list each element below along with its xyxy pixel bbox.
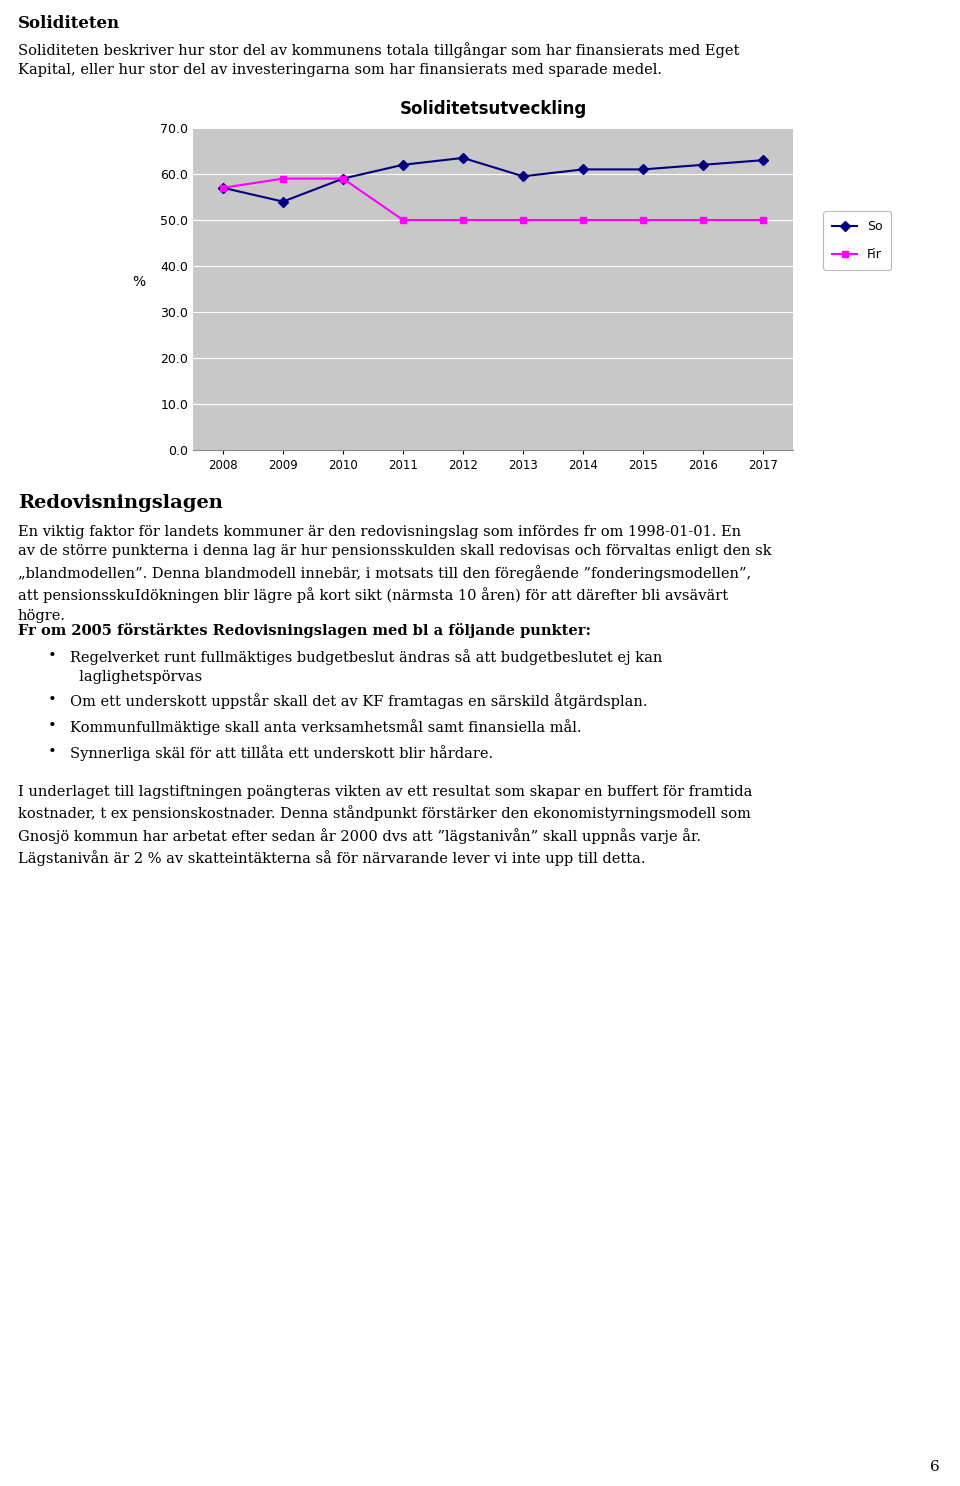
Text: •: • [48,692,57,707]
Text: •: • [48,719,57,733]
Text: Kommunfullmäktige skall anta verksamhetsmål samt finansiella mål.: Kommunfullmäktige skall anta verksamhets… [70,719,582,736]
Text: •: • [48,649,57,663]
Text: Regelverket runt fullmäktiges budgetbeslut ändras så att budgetbeslutet ej kan
 : Regelverket runt fullmäktiges budgetbesl… [70,649,662,685]
Title: Soliditetsutveckling: Soliditetsutveckling [399,100,587,117]
Y-axis label: %: % [132,275,146,288]
Text: I underlaget till lagstiftningen poängteras vikten av ett resultat som skapar en: I underlaget till lagstiftningen poängte… [18,785,753,866]
Legend: So, Fir: So, Fir [824,211,892,270]
Text: Synnerliga skäl för att tillåta ett underskott blir hårdare.: Synnerliga skäl för att tillåta ett unde… [70,744,493,761]
Text: Om ett underskott uppstår skall det av KF framtagas en särskild åtgärdsplan.: Om ett underskott uppstår skall det av K… [70,692,648,709]
Text: Fr om 2005 förstärktes Redovisningslagen med bl a följande punkter:: Fr om 2005 förstärktes Redovisningslagen… [18,624,591,639]
Text: En viktig faktor för landets kommuner är den redovisningslag som infördes fr om : En viktig faktor för landets kommuner är… [18,525,772,623]
Text: 6: 6 [930,1461,940,1474]
Text: Soliditeten beskriver hur stor del av kommunens totala tillgångar som har finans: Soliditeten beskriver hur stor del av ko… [18,42,739,77]
Text: •: • [48,744,57,759]
Text: Soliditeten: Soliditeten [18,15,120,31]
Text: Redovisningslagen: Redovisningslagen [18,493,223,513]
